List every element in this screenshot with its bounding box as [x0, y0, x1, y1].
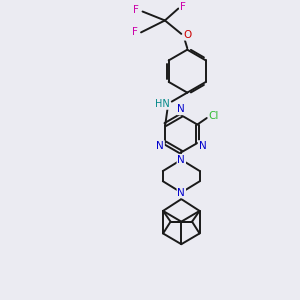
Text: HN: HN: [154, 99, 169, 109]
Text: N: N: [156, 141, 164, 151]
Text: N: N: [199, 141, 206, 151]
Text: F: F: [180, 2, 186, 12]
Text: N: N: [177, 155, 185, 165]
Text: F: F: [133, 5, 139, 15]
Text: O: O: [184, 30, 192, 40]
Text: N: N: [177, 104, 185, 114]
Text: F: F: [132, 27, 137, 38]
Text: N: N: [177, 188, 185, 197]
Text: Cl: Cl: [208, 111, 219, 121]
